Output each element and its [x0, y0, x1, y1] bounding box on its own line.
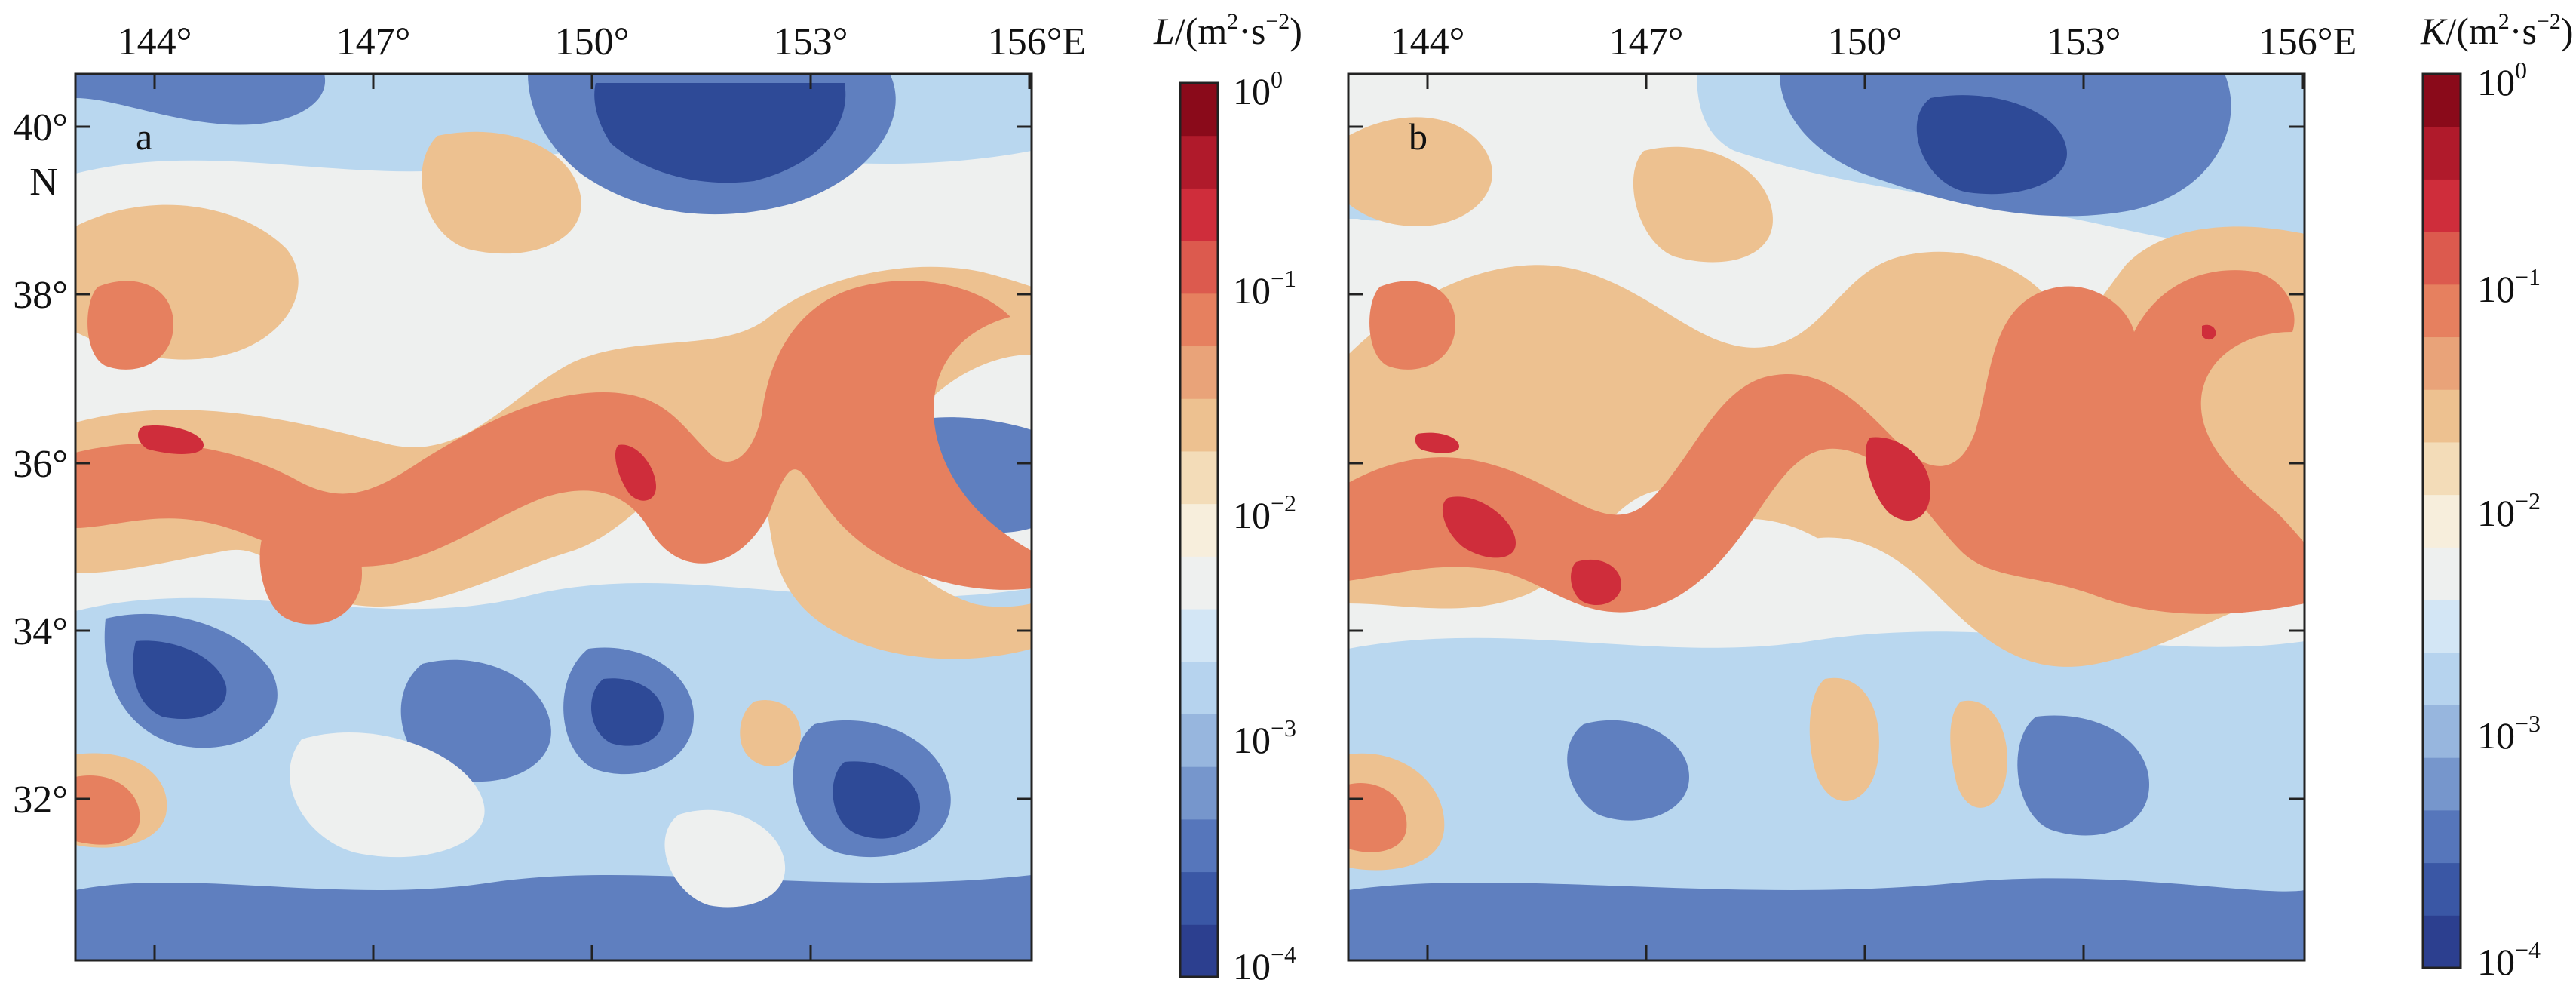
- colorbar-step-3: [1180, 766, 1218, 820]
- cb-tick-3-b: 10−3: [2477, 710, 2541, 757]
- colorbar-step-16: [1180, 83, 1218, 137]
- lon-label-150-a: 150°: [555, 20, 630, 63]
- colorbar-frame-b: [2421, 72, 2462, 969]
- colorbar-step-14: [1180, 188, 1218, 241]
- cb-title-mid-b: ·s: [2510, 10, 2537, 52]
- colorbar-step-12: [2423, 284, 2461, 338]
- cb-tick-3-a: 10−3: [1233, 714, 1296, 761]
- lon-label-147-b: 147°: [1609, 20, 1684, 63]
- lat-label-34-a: 34°: [13, 610, 68, 653]
- colorbar-step-13: [1180, 241, 1218, 294]
- colorbar-frame-a: [1179, 81, 1219, 978]
- colorbar-step-5: [1180, 661, 1218, 714]
- panel-letter-a: a: [136, 115, 152, 158]
- colorbar-step-9: [1180, 450, 1218, 505]
- colorbar-step-8: [2423, 494, 2461, 548]
- colorbar-step-3: [2423, 757, 2461, 811]
- lat-label-32-a: 32°: [13, 779, 68, 822]
- cb-tick-2-b: 10−2: [2477, 487, 2541, 534]
- colorbar-step-15: [2423, 126, 2461, 180]
- colorbar-steps-b: [2423, 74, 2461, 969]
- cb-tick-1-b: 10−1: [2477, 263, 2541, 310]
- map-frame-b: [1347, 72, 2306, 962]
- colorbar-step-11: [1180, 346, 1218, 399]
- colorbar-step-16: [2423, 74, 2461, 127]
- cb-tick-4-b: 10−4: [2477, 936, 2541, 983]
- lat-label-40-a: 40°: [13, 106, 68, 149]
- map-ticks-a: [75, 74, 1032, 960]
- cb-title-open-b: /(m: [2446, 10, 2498, 52]
- cb-title-open-a: /(m: [1175, 10, 1228, 52]
- cb-title-mid-a: ·s: [1238, 10, 1265, 52]
- colorbar-title-b: K/(m2·s−2): [2420, 9, 2573, 52]
- north-label-a: N: [29, 161, 58, 204]
- map-panel-b: 144° 147° 150° 153° 156°E b: [1347, 20, 2357, 962]
- map-frame-a: [74, 72, 1033, 962]
- cb-tick-4-a: 10−4: [1233, 941, 1296, 987]
- lon-label-156-a: 156°E: [988, 20, 1087, 63]
- cb-title-sup1-a: 2: [1227, 9, 1238, 34]
- colorbar-step-7: [1180, 556, 1218, 610]
- cb-tick-0-a: 100: [1233, 66, 1283, 112]
- colorbar-steps-a: [1180, 83, 1218, 978]
- map-field-b: [1348, 74, 2305, 960]
- colorbar-step-9: [2423, 441, 2461, 496]
- cb-title-sup1-b: 2: [2498, 9, 2510, 34]
- colorbar-step-6: [1180, 609, 1218, 662]
- lon-label-144-a: 144°: [118, 20, 192, 63]
- lon-label-153-a: 153°: [774, 20, 848, 63]
- lon-label-150-b: 150°: [1828, 20, 1903, 63]
- cb-title-var-b: K: [2420, 10, 2448, 52]
- colorbar-step-6: [2423, 600, 2461, 653]
- cb-title-sup2-a: −2: [1265, 9, 1290, 34]
- cb-title-sup2-b: −2: [2537, 9, 2561, 34]
- colorbar-step-11: [2423, 336, 2461, 390]
- colorbar-step-0: [1180, 924, 1218, 978]
- colorbar-step-7: [2423, 547, 2461, 600]
- colorbar-step-15: [1180, 135, 1218, 189]
- panel-letter-b: b: [1409, 115, 1428, 158]
- colorbar-b: K/(m2·s−2) 100 10−1 10−2 10−3 10−4: [2420, 9, 2573, 983]
- colorbar-step-2: [1180, 818, 1218, 873]
- cb-tick-1-a: 10−1: [1233, 265, 1296, 312]
- colorbar-step-1: [2423, 862, 2461, 916]
- lat-label-38-a: 38°: [13, 274, 68, 317]
- map-ticks-b: [1348, 74, 2305, 960]
- lon-label-144-b: 144°: [1391, 20, 1465, 63]
- colorbar-step-1: [1180, 871, 1218, 925]
- cb-title-close-a: ): [1290, 10, 1302, 52]
- lon-label-147-a: 147°: [336, 20, 411, 63]
- cb-tick-0-b: 100: [2477, 57, 2527, 103]
- colorbar-step-4: [1180, 714, 1218, 767]
- colorbar-step-10: [1180, 398, 1218, 452]
- colorbar-step-14: [2423, 179, 2461, 232]
- map-field-a: [75, 74, 1032, 960]
- colorbar-step-13: [2423, 232, 2461, 285]
- colorbar-step-0: [2423, 915, 2461, 969]
- colorbar-step-8: [1180, 503, 1218, 557]
- colorbar-step-2: [2423, 809, 2461, 864]
- cb-title-close-b: ): [2561, 10, 2574, 52]
- colorbar-a: L/(m2·s−2) 100 10−1 10−2 10−3 10−4: [1153, 9, 1302, 987]
- lon-label-156-b: 156°E: [2259, 20, 2357, 63]
- colorbar-title-a: L/(m2·s−2): [1153, 9, 1302, 52]
- colorbar-step-4: [2423, 705, 2461, 758]
- colorbar-step-5: [2423, 652, 2461, 705]
- map-panel-a: 144° 147° 150° 153° 156°E 40° N 38° 36° …: [13, 20, 1087, 962]
- cb-title-var-a: L: [1153, 10, 1175, 52]
- cb-tick-2-a: 10−2: [1233, 490, 1296, 536]
- colorbar-step-12: [1180, 293, 1218, 347]
- lon-label-153-b: 153°: [2047, 20, 2121, 63]
- lat-label-36-a: 36°: [13, 443, 68, 486]
- colorbar-step-10: [2423, 389, 2461, 443]
